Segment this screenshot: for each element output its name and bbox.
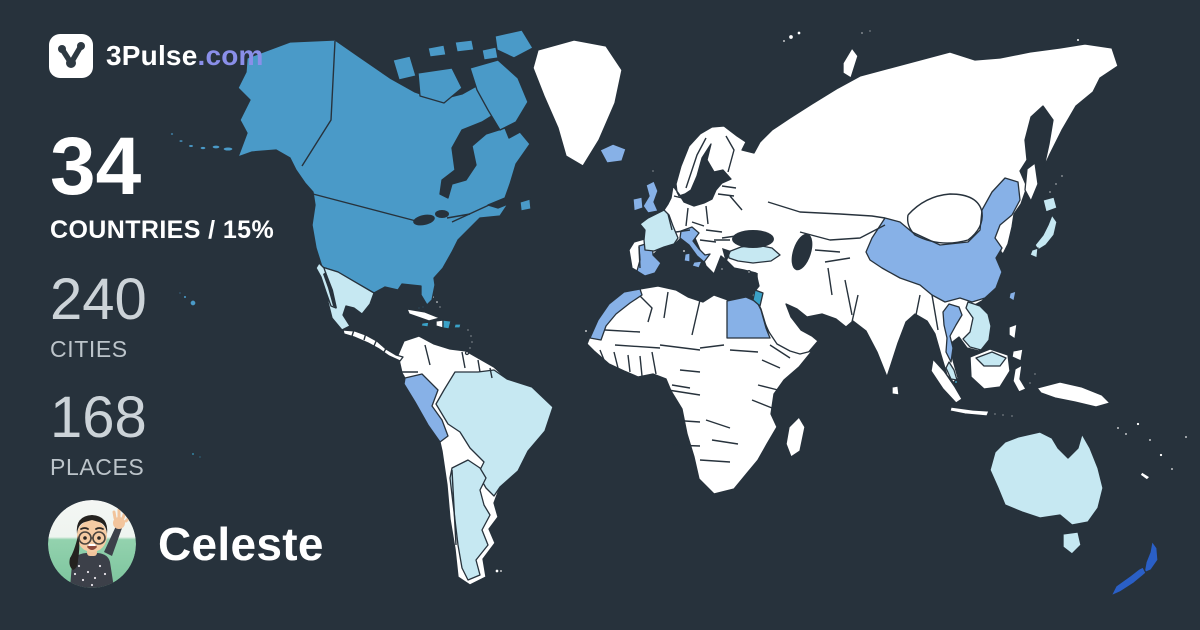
map-region-taiwan bbox=[1008, 290, 1017, 302]
memoji-waving-woman-icon bbox=[48, 500, 136, 588]
map-regions-visited-teal bbox=[190, 289, 959, 459]
stats-panel: 34 COUNTRIES / 15% 240 CITIES 168 PLACES bbox=[50, 126, 274, 481]
map-region-dominican-republic bbox=[442, 319, 452, 330]
map-region-north-america-visited bbox=[169, 29, 534, 310]
map-region-iceland bbox=[599, 143, 627, 164]
map-region-sardinia bbox=[683, 252, 691, 263]
cities-label: CITIES bbox=[50, 336, 128, 362]
map-country-borders bbox=[301, 40, 983, 546]
map-region-italy bbox=[679, 226, 711, 263]
places-value: 168 bbox=[50, 385, 147, 450]
map-region-japan-hokkaido bbox=[1042, 196, 1058, 213]
map-regions-visited-light bbox=[315, 196, 1104, 581]
brand-tld: .com bbox=[197, 40, 264, 71]
user-name: Celeste bbox=[158, 518, 324, 570]
map-region-israel bbox=[752, 289, 764, 307]
brand-name: 3Pulse.com bbox=[106, 40, 264, 71]
map-region-australia bbox=[989, 431, 1104, 526]
map-region-thailand bbox=[942, 303, 963, 363]
map-sea-overlays bbox=[323, 210, 813, 308]
map-region-uk bbox=[642, 180, 659, 214]
user-block: Celeste bbox=[48, 500, 324, 588]
countries-label: COUNTRIES / 15% bbox=[50, 216, 275, 244]
map-region-puerto-rico bbox=[453, 323, 462, 329]
map-region-singapore bbox=[953, 379, 959, 385]
map-region-malaysia-borneo bbox=[975, 351, 1007, 367]
countries-value: 34 bbox=[50, 121, 142, 212]
route-check-icon bbox=[49, 34, 93, 78]
map-region-france bbox=[639, 209, 679, 252]
avatar bbox=[48, 500, 136, 588]
map-region-china bbox=[865, 177, 1021, 303]
map-region-vietnam-cambodia bbox=[962, 301, 992, 351]
stat-places: 168 PLACES bbox=[50, 389, 274, 481]
map-region-sicily bbox=[691, 260, 703, 269]
map-region-brazil bbox=[435, 369, 554, 497]
brand-logo: 3Pulse.com bbox=[48, 33, 264, 79]
cities-value: 240 bbox=[50, 267, 147, 332]
map-region-egypt bbox=[726, 296, 771, 339]
map-region-malaysia bbox=[945, 361, 958, 381]
map-regions-visited-mid bbox=[403, 143, 1021, 443]
places-label: PLACES bbox=[50, 454, 145, 480]
map-region-japan-honshu bbox=[1034, 214, 1058, 251]
map-region-japan-kyushu bbox=[1029, 247, 1039, 259]
stat-cities: 240 CITIES bbox=[50, 271, 274, 363]
map-region-morocco bbox=[589, 288, 643, 341]
map-region-tasmania bbox=[1062, 531, 1082, 555]
map-region-new-zealand bbox=[1110, 540, 1159, 597]
map-region-ireland bbox=[632, 196, 644, 212]
map-region-peru bbox=[403, 373, 449, 443]
map-region-jamaica bbox=[420, 321, 430, 328]
stat-countries: 34 COUNTRIES / 15% bbox=[50, 126, 274, 245]
